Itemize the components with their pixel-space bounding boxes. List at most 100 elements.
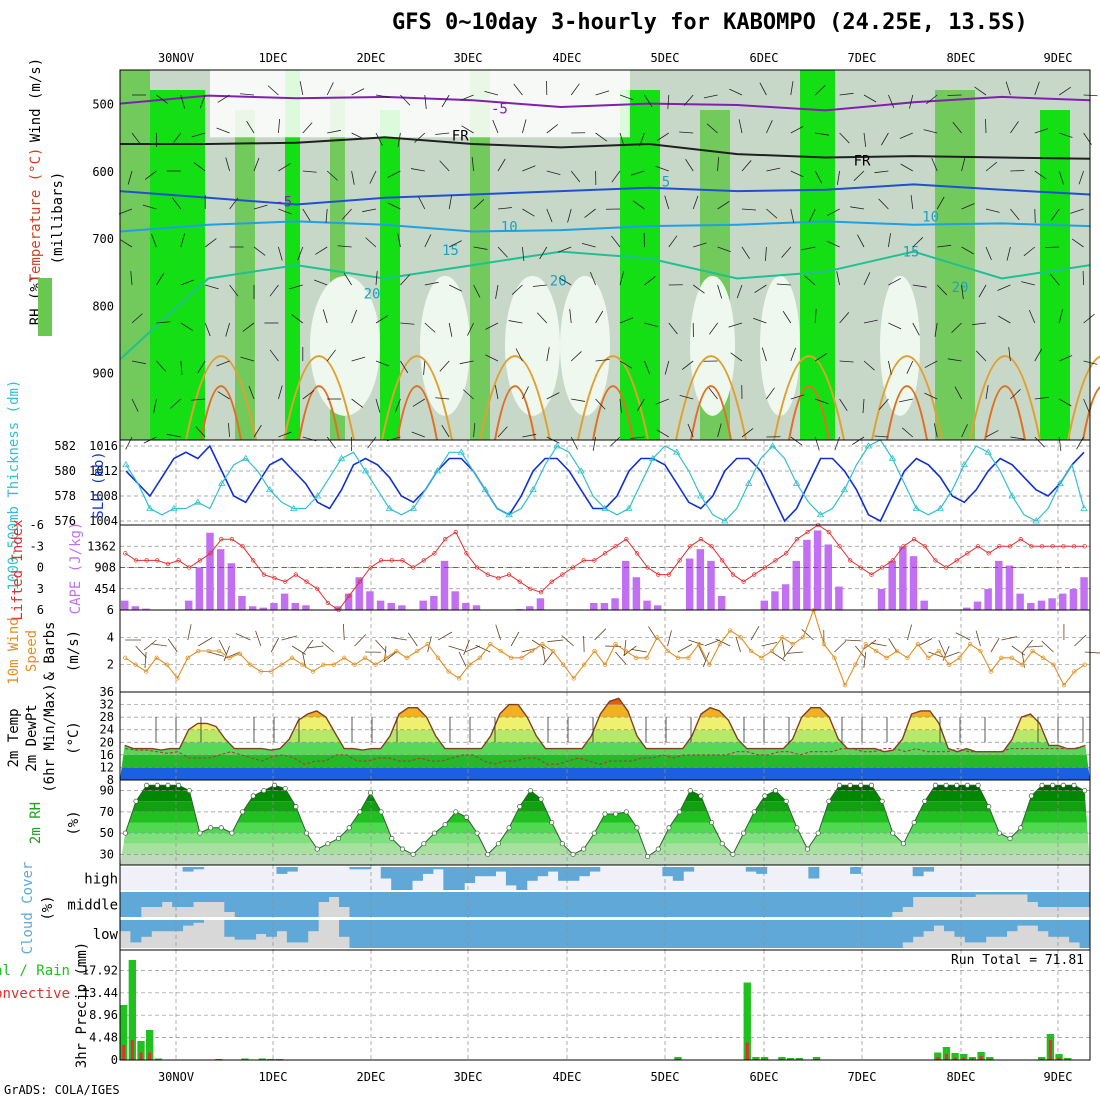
wind-speed-point [853,662,858,667]
cloud-bar [464,867,476,884]
surface-wind-barb [458,651,467,667]
lifted-point [997,544,1002,549]
isotherm-hot [200,385,242,441]
wind-barb [439,360,450,372]
lifted-point [943,565,949,570]
wind-speed-point [362,655,368,660]
cloud-tick: high [84,872,118,888]
cloud-bar [964,892,976,897]
wind-barb [522,165,536,172]
wind-barb [790,126,804,134]
wind-barb [632,200,645,210]
wind-barb [418,196,426,210]
lifted-point [666,572,672,577]
isotherm-hot [788,385,830,441]
wind-barb [814,84,826,96]
wind-speed-point [915,642,921,647]
wind-barb [485,354,499,362]
wind-speed-point [477,655,482,660]
surface-wind-barb [375,639,387,653]
lifted-point [837,544,842,549]
wind-barb [581,242,596,248]
cape-bar [270,602,278,610]
cape-bar [1080,577,1088,610]
legend-wind: Wind (m/s) [28,58,44,142]
cloud-bar [537,867,549,877]
cloud-bar [297,892,309,917]
precip-conv-bar [944,1054,948,1060]
wind-barb [400,360,409,374]
surface-wind-barb [354,634,367,647]
rh-point [463,814,469,820]
cape-bar [696,549,705,610]
wind-barb [852,436,865,445]
wind-barb [790,170,804,178]
cloud-bar [412,920,423,948]
wind-barb [933,423,938,438]
isotherm-warm [675,355,747,441]
surface-wind-barb [688,639,704,646]
pressure-tick: 800 [92,299,114,313]
wind-barb [1034,170,1047,180]
precip-total-bar [760,1057,769,1060]
cape-bar [920,600,928,610]
wind-speed-point [821,642,827,647]
wind-speed-point [905,655,910,660]
rh-point [1018,825,1024,831]
isotherm-warm [283,355,355,441]
wind-barb [611,170,621,183]
rh-point [719,841,725,847]
wind-barb [118,208,133,215]
wind-barb [225,322,230,337]
cloud-bar [829,920,841,948]
wind-speed-point [644,655,649,660]
wind-barb [127,170,133,185]
wind-barb [1071,238,1084,248]
wind-barb [790,81,794,96]
wind-axis-label-4: (m/s) [66,630,82,672]
cloud-bar [558,867,569,881]
cape-bar [142,608,150,610]
wind-barb [337,245,352,248]
wind-barb [759,82,767,96]
wind-speed-point [1040,655,1046,660]
cloud-bar [276,920,288,932]
thickness-point [888,454,897,461]
cloud-bar [672,892,684,917]
cloud-bar [432,867,444,870]
cloud-bar [568,920,580,948]
precip-conv-bar [953,1057,957,1060]
cape-bar [302,605,310,610]
surface-wind-barb [143,639,157,651]
thickness-point [673,448,681,455]
lifted-point [752,572,757,577]
wind-barb [570,83,580,96]
wind-barb [278,119,281,134]
wind-barb [229,197,239,210]
wind-barb [199,94,206,109]
cloud-bar [839,892,851,917]
wind-barb [172,132,182,145]
wind-barb [269,349,279,362]
cloud-bar [1048,892,1060,907]
cloud-bar [412,892,423,917]
cloud-bar [724,892,736,917]
precip-conv-bar [970,1058,974,1060]
rh-point [772,788,779,794]
wind-barb [278,163,291,172]
cloud-bar [578,892,590,917]
isotherm-hot [592,385,634,441]
wind-barb [156,94,168,104]
wind-barb [278,208,292,215]
cloud-bar [870,920,882,948]
isotherm-warm [479,355,551,441]
cloud-bar [850,920,862,948]
wind-barb [839,312,850,324]
wind-speed-point [123,655,128,660]
wind-barb [687,423,694,438]
cape-bar [707,560,715,610]
surface-wind-barb [281,635,298,641]
isotherm-hot [494,385,536,441]
cloud-bar [297,920,309,943]
thickness-point [146,504,154,511]
